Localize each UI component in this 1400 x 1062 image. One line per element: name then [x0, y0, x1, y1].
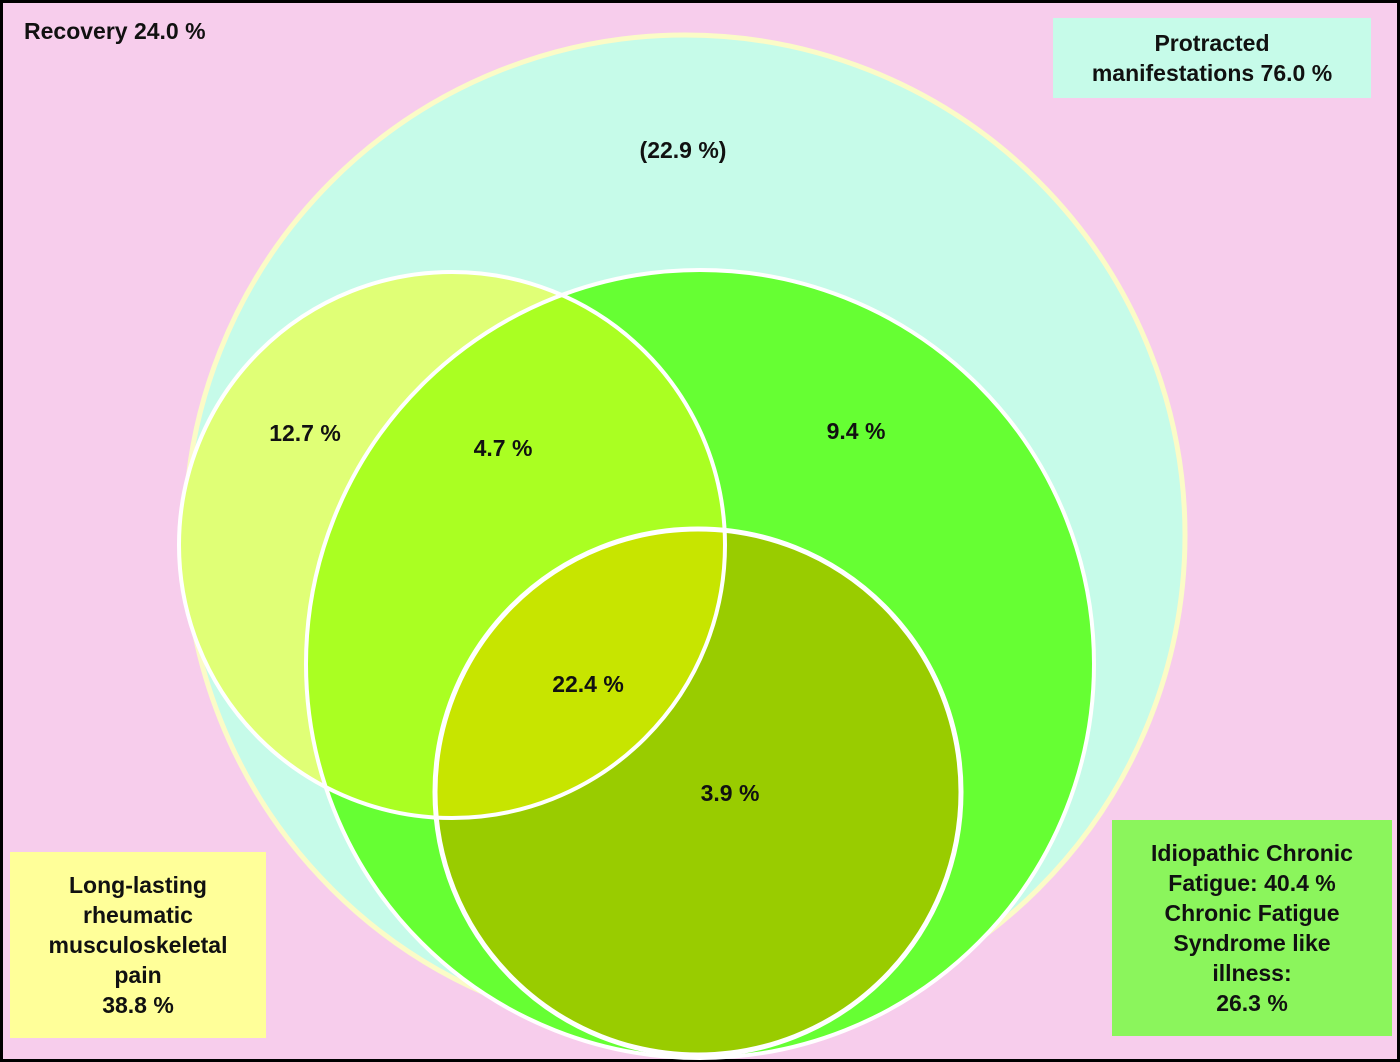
fatigue-line: 26.3 % — [1216, 990, 1288, 1016]
cfs-only-label: 3.9 % — [701, 780, 760, 806]
rheumatic-line: musculoskeletal — [48, 932, 228, 958]
protracted-only-label: (22.9 %) — [640, 137, 727, 163]
fatigue-only-label: 9.4 % — [827, 418, 886, 444]
fatigue-line: Syndrome like — [1173, 930, 1331, 956]
rheumatic-pain-outline — [177, 270, 727, 820]
fatigue-line: Chronic Fatigue — [1164, 900, 1340, 926]
fatigue-line: illness: — [1212, 960, 1292, 986]
rheumatic-line: pain — [114, 962, 162, 988]
fatigue-line: Fatigue: 40.4 % — [1168, 870, 1336, 896]
recovery-label: Recovery 24.0 % — [24, 16, 206, 46]
rheumatic-line: rheumatic — [83, 902, 193, 928]
rheumatic-line: Long-lasting — [69, 872, 207, 898]
fatigue-line: Idiopathic Chronic — [1151, 840, 1353, 866]
rheumatic-legend-box: Long-lasting rheumatic musculoskeletal p… — [10, 852, 266, 1038]
protracted-legend-box: Protracted manifestations 76.0 % — [1053, 18, 1371, 98]
cfs-outline — [432, 526, 964, 1058]
rheumatic-only-label: 12.7 % — [269, 420, 341, 446]
rheumatic-line: 38.8 % — [102, 992, 174, 1018]
rheumatic-fatigue-label: 4.7 % — [474, 435, 533, 461]
protracted-line: Protracted — [1154, 30, 1270, 56]
chronic-fatigue-outline — [304, 268, 1096, 1060]
all-three-label: 22.4 % — [552, 671, 624, 697]
fatigue-legend-box: Idiopathic Chronic Fatigue: 40.4 % Chron… — [1112, 820, 1392, 1036]
recovery-text: Recovery 24.0 % — [24, 18, 206, 44]
protracted-line: manifestations 76.0 % — [1091, 60, 1333, 86]
